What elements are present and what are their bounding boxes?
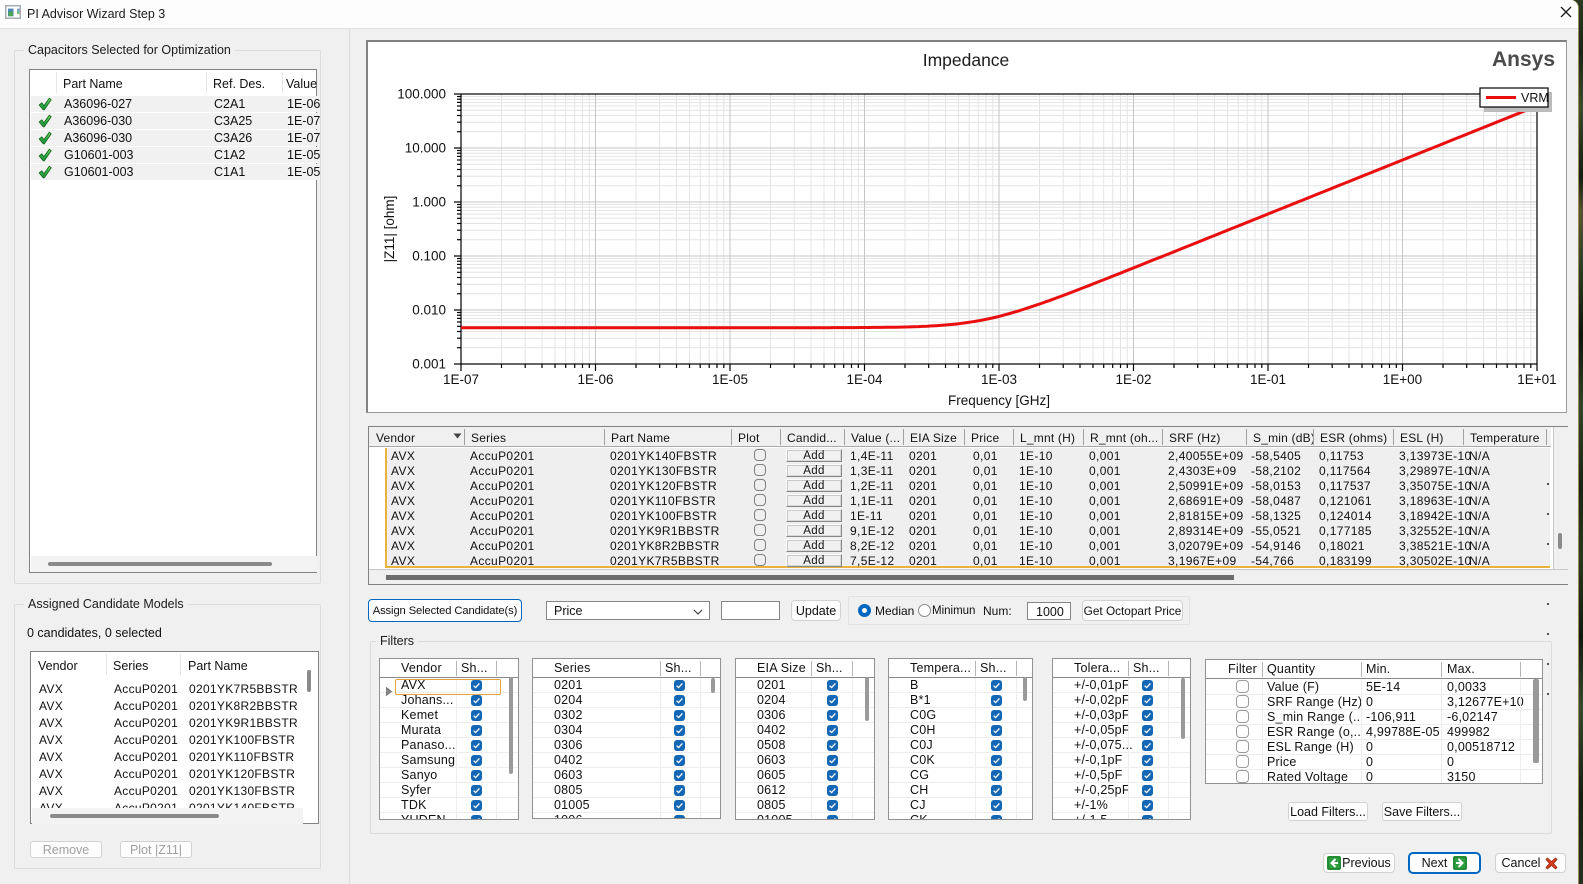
svg-text:10.000: 10.000 [405, 141, 446, 156]
svg-text:0.001: 0.001 [412, 357, 446, 372]
svg-text:1E-06: 1E-06 [577, 372, 613, 387]
svg-text:Impedance: Impedance [923, 50, 1010, 70]
svg-text:1E-01: 1E-01 [1250, 372, 1286, 387]
svg-text:1E-03: 1E-03 [981, 372, 1017, 387]
svg-text:Ansys: Ansys [1492, 48, 1555, 71]
svg-text:1E-05: 1E-05 [712, 372, 748, 387]
svg-text:1E-04: 1E-04 [846, 372, 883, 387]
svg-text:1E-07: 1E-07 [443, 372, 479, 387]
svg-text:1E-02: 1E-02 [1115, 372, 1151, 387]
svg-text:Frequency [GHz]: Frequency [GHz] [948, 393, 1050, 408]
svg-text:0.100: 0.100 [412, 249, 446, 264]
svg-text:100.000: 100.000 [397, 87, 446, 102]
svg-text:1E+00: 1E+00 [1383, 372, 1422, 387]
svg-text:VRM: VRM [1521, 91, 1549, 105]
svg-text:1.000: 1.000 [412, 195, 446, 210]
svg-text:1E+01: 1E+01 [1517, 372, 1556, 387]
svg-text:|Z11| [ohm]: |Z11| [ohm] [382, 196, 397, 263]
svg-text:0.010: 0.010 [412, 303, 446, 318]
